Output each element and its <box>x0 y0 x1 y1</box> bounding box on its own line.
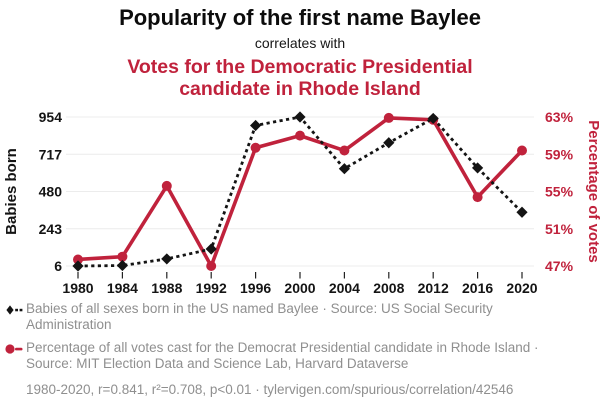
legend-label-votes: Percentage of all votes cast for the Dem… <box>26 339 539 372</box>
left-axis-title: Babies born <box>3 148 20 235</box>
data-point-diamond <box>472 162 484 174</box>
right-axis-tick-label: 47% <box>545 258 574 274</box>
right-axis-tick-label: 59% <box>545 146 574 162</box>
x-axis-tick-label: 1980 <box>62 280 93 296</box>
data-point-circle <box>73 254 83 265</box>
data-point-diamond <box>338 163 350 175</box>
right-axis-title: Percentage of votes <box>585 120 600 263</box>
x-axis-tick-label: 1992 <box>196 280 227 296</box>
left-axis-tick-label: 480 <box>39 184 63 200</box>
right-axis-tick-label: 55% <box>545 184 574 200</box>
data-point-circle <box>161 180 172 191</box>
data-point-circle <box>383 112 394 123</box>
data-point-circle <box>472 192 483 203</box>
data-point-circle <box>117 251 128 262</box>
data-point-diamond <box>72 260 84 272</box>
data-point-circle <box>517 145 527 156</box>
chart-connector-text: correlates with <box>254 35 346 52</box>
left-axis-tick-label: 6 <box>54 258 62 274</box>
left-axis-tick-label: 243 <box>39 221 63 237</box>
right-axis-tick-label: 63% <box>545 109 574 125</box>
data-point-diamond <box>383 137 395 149</box>
data-point-diamond <box>294 111 306 123</box>
data-point-circle <box>295 130 305 141</box>
legend-item-votes: Percentage of all votes cast for the Dem… <box>5 340 583 373</box>
data-point-circle <box>250 142 261 153</box>
chart-title: Popularity of the first name Baylee <box>119 5 481 30</box>
right-axis-tick-label: 51% <box>545 221 574 237</box>
data-point-diamond <box>116 259 128 272</box>
legend-babies-marker-icon <box>6 305 23 315</box>
x-axis-tick-label: 2004 <box>329 280 360 296</box>
x-axis-tick-label: 1984 <box>107 280 138 296</box>
data-point-diamond <box>161 253 173 265</box>
x-axis-tick-label: 1988 <box>151 280 182 296</box>
x-axis-tick-label: 2000 <box>284 280 315 296</box>
x-axis-tick-label: 1996 <box>240 280 271 296</box>
data-point-circle <box>339 145 350 156</box>
correlation-chart: 6 243 480 717 954 47% 51% 55% 59% 63% 1980 1984 1988… <box>3 109 600 296</box>
legend-votes-marker-icon <box>5 344 23 354</box>
data-point-circle <box>206 261 217 271</box>
x-axis-tick-label: 2008 <box>373 280 404 296</box>
chart-legend: Babies of all sexes born in the US named… <box>5 301 583 398</box>
x-axis-tick-label: 2020 <box>506 280 537 296</box>
x-axis-tick-label: 2016 <box>462 280 493 296</box>
left-axis-tick-label: 717 <box>39 146 63 162</box>
data-point-diamond <box>516 206 528 218</box>
data-point-diamond <box>427 112 439 125</box>
chart-subtitle: Votes for the Democratic Presidential ca… <box>127 56 473 101</box>
left-axis-tick-label: 954 <box>39 109 63 125</box>
chart-header: Popularity of the first name Baylee corr… <box>0 0 600 100</box>
data-point-diamond <box>250 119 262 132</box>
x-axis-tick-label: 2012 <box>418 280 449 296</box>
legend-item-babies: Babies of all sexes born in the US named… <box>5 301 583 334</box>
legend-label-babies: Babies of all sexes born in the US named… <box>26 301 493 333</box>
stats-footnote: 1980-2020, r=0.841, r²=0.708, p<0.01 · t… <box>26 381 514 397</box>
data-point-diamond <box>205 243 217 255</box>
